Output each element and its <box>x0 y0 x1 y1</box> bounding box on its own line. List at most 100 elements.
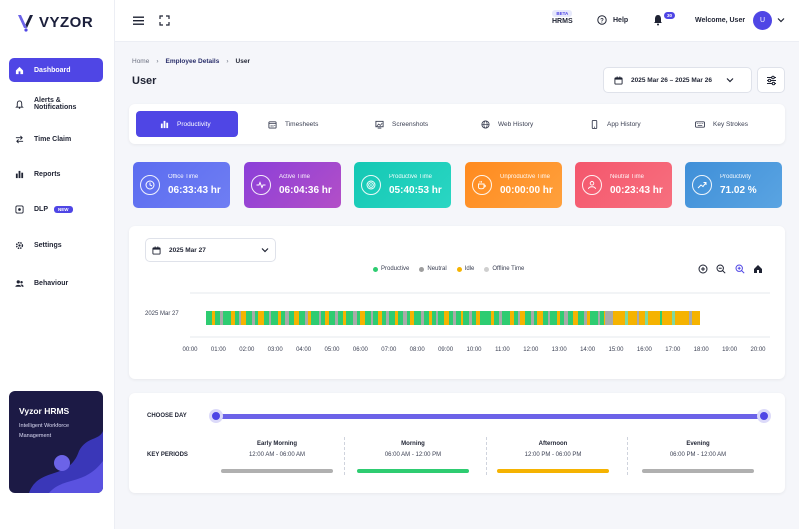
timeline-segment[interactable] <box>557 311 560 325</box>
timeline-segment[interactable] <box>463 311 469 325</box>
tab-timesheets[interactable]: Timesheets <box>268 111 318 137</box>
slider-end-handle[interactable] <box>757 409 771 423</box>
avatar[interactable]: U <box>753 11 772 30</box>
timeline-segment[interactable] <box>403 311 407 325</box>
timeline-segment[interactable] <box>461 311 463 325</box>
timeline-segment[interactable] <box>246 311 252 325</box>
timeline-segment[interactable] <box>223 311 231 325</box>
zoom-in-icon[interactable] <box>735 264 745 274</box>
timeline-segment[interactable] <box>525 311 531 325</box>
timeline-segment[interactable] <box>294 311 299 325</box>
timeline-segment[interactable] <box>590 311 598 325</box>
timeline-segment[interactable] <box>625 311 628 325</box>
timeline-segment[interactable] <box>472 311 476 325</box>
sidebar-item-alerts[interactable]: Alerts & Notifications <box>9 92 103 116</box>
timeline-segment[interactable] <box>564 311 568 325</box>
timeline-segment[interactable] <box>338 311 343 325</box>
timeline-segment[interactable] <box>518 311 520 325</box>
sidebar-item-dashboard[interactable]: Dashboard <box>9 58 103 82</box>
timeline-segment[interactable] <box>537 311 543 325</box>
timeline-segment[interactable] <box>645 311 648 325</box>
fullscreen-icon[interactable] <box>159 15 170 26</box>
timeline-segment[interactable] <box>373 311 378 325</box>
sidebar-item-dlp[interactable]: DLP NEW <box>9 197 103 221</box>
timeline-segment[interactable] <box>319 311 321 325</box>
timeline-segment[interactable] <box>289 311 294 325</box>
timeline-segment[interactable] <box>365 311 371 325</box>
timeline-segment[interactable] <box>514 311 518 325</box>
breadcrumb-employee-details[interactable]: Employee Details <box>165 58 220 65</box>
timeline-segment[interactable] <box>241 311 246 325</box>
brand-logo[interactable]: VYZOR <box>17 12 93 32</box>
timeline-segment[interactable] <box>271 311 278 325</box>
timeline-segment[interactable] <box>258 311 264 325</box>
timeline-segment[interactable] <box>360 311 365 325</box>
timeline-segment[interactable] <box>499 311 502 325</box>
timeline-segment[interactable] <box>692 311 700 325</box>
timeline-segment[interactable] <box>220 311 223 325</box>
timeline-segment[interactable] <box>568 311 573 325</box>
timeline-segment[interactable] <box>353 311 357 325</box>
timeline-segment[interactable] <box>378 311 382 325</box>
period-morning[interactable]: Morning 06:00 AM - 12:00 PM <box>353 441 473 473</box>
timeline-segment[interactable] <box>444 311 449 325</box>
timeline-segment[interactable] <box>346 311 353 325</box>
timeline-segment[interactable] <box>436 311 438 325</box>
timeline-segment[interactable] <box>357 311 360 325</box>
timeline-segment[interactable] <box>264 311 269 325</box>
timeline-segment[interactable] <box>639 311 645 325</box>
timeline-segment[interactable] <box>252 311 255 325</box>
sidebar-item-behaviour[interactable]: Behaviour <box>9 271 103 295</box>
timeline-segment[interactable] <box>480 311 485 325</box>
timeline-segment[interactable] <box>424 311 429 325</box>
timeline-segment[interactable] <box>386 311 389 325</box>
timeline-segment[interactable] <box>311 311 319 325</box>
timeline-segment[interactable] <box>414 311 421 325</box>
timeline-segment[interactable] <box>491 311 494 325</box>
timeline-segment[interactable] <box>560 311 564 325</box>
period-evening[interactable]: Evening 06:00 PM - 12:00 AM <box>638 441 758 473</box>
timeline-segment[interactable] <box>502 311 510 325</box>
timeline-segment[interactable] <box>534 311 537 325</box>
timeline-segment[interactable] <box>453 311 456 325</box>
period-early-morning[interactable]: Early Morning 12:00 AM - 06:00 AM <box>217 441 337 473</box>
timeline-segment[interactable] <box>689 311 692 325</box>
timeline-segment[interactable] <box>421 311 424 325</box>
timeline-segment[interactable] <box>578 311 584 325</box>
timeline-segment[interactable] <box>494 311 499 325</box>
legend-item[interactable]: Idle <box>456 266 474 272</box>
timeline-segment[interactable] <box>206 311 212 325</box>
timeline-segment[interactable] <box>329 311 335 325</box>
timeline-segment[interactable] <box>305 311 308 325</box>
breadcrumb-home[interactable]: Home <box>132 58 150 65</box>
timeline-segment[interactable] <box>398 311 403 325</box>
timeline-segment[interactable] <box>648 311 660 325</box>
timeline-segment[interactable] <box>584 311 587 325</box>
timeline-segment[interactable] <box>605 311 613 325</box>
legend-item[interactable]: Neutral <box>419 266 447 272</box>
menu-icon[interactable] <box>133 15 144 26</box>
timeline-segment[interactable] <box>395 311 398 325</box>
slider-start-handle[interactable] <box>209 409 223 423</box>
timeline-segment[interactable] <box>449 311 453 325</box>
timeline-segment[interactable] <box>432 311 436 325</box>
timeline-segment[interactable] <box>573 311 578 325</box>
timeline-segment[interactable] <box>456 311 461 325</box>
timeline-segment[interactable] <box>281 311 285 325</box>
reset-home-icon[interactable] <box>753 264 763 274</box>
timeline-segment[interactable] <box>235 311 239 325</box>
timeline-segment[interactable] <box>548 311 550 325</box>
timeline-segment[interactable] <box>510 311 514 325</box>
timeline-segment[interactable] <box>231 311 235 325</box>
help-button[interactable]: ? Help <box>597 15 628 25</box>
timeline-segment[interactable] <box>598 311 600 325</box>
timeline-segment[interactable] <box>628 311 637 325</box>
hrms-switch[interactable]: BETA HRMS <box>552 10 573 25</box>
timeline-segment[interactable] <box>299 311 305 325</box>
timeline-segment[interactable] <box>543 311 548 325</box>
timeline-segment[interactable] <box>485 311 491 325</box>
timeline-segment[interactable] <box>335 311 338 325</box>
sidebar-item-settings[interactable]: Settings <box>9 233 103 257</box>
timeline-segment[interactable] <box>285 311 289 325</box>
timeline-segment[interactable] <box>278 311 281 325</box>
